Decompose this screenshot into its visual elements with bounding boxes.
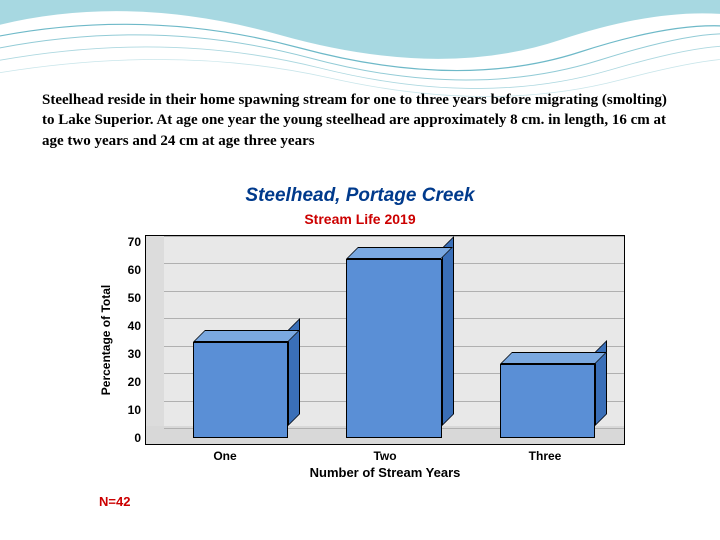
plot-row: Percentage of Total 70 60 50 40 30 20 10 0: [95, 235, 625, 445]
x-tick: Two: [305, 445, 465, 463]
x-tick: One: [145, 445, 305, 463]
x-tick: Three: [465, 445, 625, 463]
y-tick: 70: [128, 235, 141, 249]
x-tick-row: OneTwoThree: [145, 445, 625, 463]
y-axis-label: Percentage of Total: [99, 285, 113, 395]
side-wall: [146, 236, 164, 426]
bar-side: [442, 236, 454, 426]
sample-size-label: N=42: [99, 494, 625, 509]
y-tick: 20: [128, 375, 141, 389]
x-axis-label: Number of Stream Years: [145, 465, 625, 480]
y-tick-column: 70 60 50 40 30 20 10 0: [117, 235, 145, 445]
bar-front: [346, 259, 441, 437]
bar-top: [193, 330, 300, 342]
y-tick: 50: [128, 291, 141, 305]
y-tick: 60: [128, 263, 141, 277]
bar-top: [346, 247, 453, 259]
y-tick: 10: [128, 403, 141, 417]
wave-decoration: [0, 0, 720, 100]
bar: [193, 330, 288, 444]
bar-front: [193, 342, 288, 438]
bar-front: [500, 364, 595, 438]
ylabel-column: Percentage of Total: [95, 235, 117, 445]
bars-group: [164, 236, 624, 444]
bar: [500, 352, 595, 444]
chart-container: Steelhead, Portage Creek Stream Life 201…: [95, 185, 625, 509]
bar-top: [500, 352, 607, 364]
y-tick: 0: [134, 431, 141, 445]
chart-title: Steelhead, Portage Creek: [95, 185, 625, 207]
chart-subtitle: Stream Life 2019: [95, 211, 625, 227]
body-paragraph: Steelhead reside in their home spawning …: [42, 90, 682, 151]
bar: [346, 248, 441, 444]
plot-area: [145, 235, 625, 445]
y-tick: 40: [128, 319, 141, 333]
y-tick: 30: [128, 347, 141, 361]
